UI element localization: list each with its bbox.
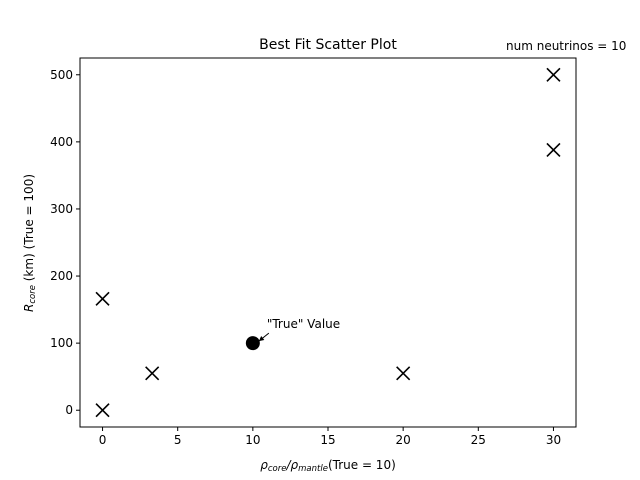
y-tick-label-2: 200 bbox=[50, 269, 73, 283]
x-tick-label-1: 5 bbox=[174, 433, 182, 447]
x-marker-point-3 bbox=[396, 366, 411, 381]
x-label-mantle: mantle bbox=[298, 464, 328, 474]
true-value-point bbox=[245, 336, 260, 351]
x-marker-point-5 bbox=[546, 67, 561, 82]
x-tick-label-3: 15 bbox=[320, 433, 335, 447]
plot-area-frame bbox=[79, 57, 577, 428]
y-axis-label: Rcore (km) (True = 100) bbox=[22, 174, 38, 312]
y-label-core: core bbox=[28, 285, 38, 304]
x-marker-point-0 bbox=[95, 403, 110, 418]
annotation-true-value: "True" Value bbox=[267, 317, 340, 331]
chart-title: Best Fit Scatter Plot bbox=[259, 37, 397, 53]
y-tick-label-4: 400 bbox=[50, 135, 73, 149]
y-label-suffix: (km) (True = 100) bbox=[22, 174, 36, 285]
x-marker-point-1 bbox=[95, 291, 110, 306]
x-axis-label: ρcore/ρmantle(True = 10) bbox=[260, 458, 396, 474]
x-label-rho-2: ρ bbox=[291, 458, 299, 472]
x-label-slash: / bbox=[285, 458, 292, 472]
y-label-r: R bbox=[22, 304, 36, 312]
x-tick-label-2: 10 bbox=[245, 433, 260, 447]
x-tick-label-5: 25 bbox=[471, 433, 486, 447]
x-tick-label-0: 0 bbox=[99, 433, 107, 447]
y-tick-label-5: 500 bbox=[50, 68, 73, 82]
x-tick-label-4: 20 bbox=[396, 433, 411, 447]
x-marker-point-2 bbox=[145, 366, 160, 381]
x-label-suffix: (True = 10) bbox=[328, 458, 396, 472]
annotation-arrow-head bbox=[258, 336, 265, 342]
y-tick-label-1: 100 bbox=[50, 336, 73, 350]
y-tick-label-0: 0 bbox=[65, 403, 73, 417]
x-tick-label-6: 30 bbox=[546, 433, 561, 447]
x-label-core: core bbox=[268, 464, 287, 474]
x-marker-point-4 bbox=[546, 142, 561, 157]
plot-marks: "True" Value bbox=[95, 67, 561, 418]
side-note: num neutrinos = 10 bbox=[506, 39, 626, 53]
x-label-rho: ρ bbox=[260, 458, 268, 472]
y-tick-label-3: 300 bbox=[50, 202, 73, 216]
